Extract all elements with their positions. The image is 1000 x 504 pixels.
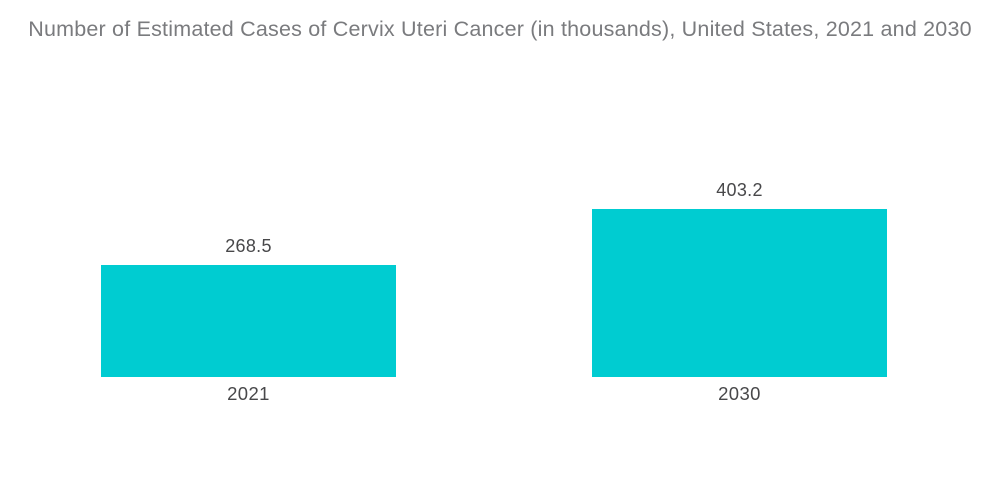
- value-label-2030: 403.2: [716, 180, 763, 200]
- category-label-2021: 2021: [227, 383, 270, 404]
- bar-2021: [101, 265, 396, 377]
- plot-area: 268.5 2021 403.2 2030: [101, 0, 887, 411]
- category-label-2030: 2030: [718, 383, 761, 404]
- chart-title: Number of Estimated Cases of Cervix Uter…: [28, 17, 972, 41]
- bar-group-2030: 403.2 2030: [592, 0, 887, 411]
- value-label-2021: 268.5: [225, 236, 272, 256]
- bar-2030: [592, 209, 887, 377]
- bar-group-2021: 268.5 2021: [101, 0, 396, 411]
